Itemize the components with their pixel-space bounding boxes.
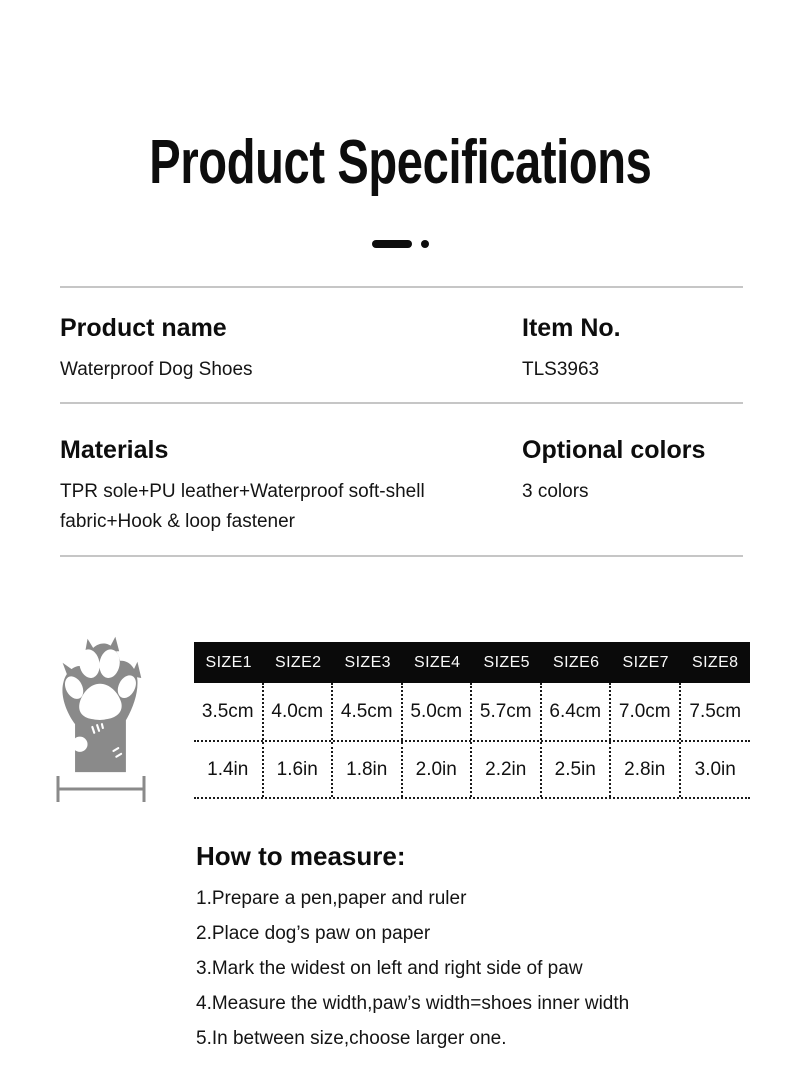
size-header: SIZE7	[622, 653, 669, 671]
optional-colors-label: Optional colors	[522, 436, 706, 464]
dog-paw-print-icon	[52, 632, 148, 774]
size-header: SIZE6	[553, 653, 600, 671]
size-inch-value: 1.4in	[194, 742, 264, 797]
item-no-value: TLS3963	[522, 359, 600, 380]
size-header: SIZE1	[205, 653, 252, 671]
dash-decoration	[371, 240, 412, 248]
size-inch-value: 2.8in	[611, 742, 681, 797]
materials-value: TPR sole+PU leather+Waterproof soft-shel…	[60, 481, 425, 532]
divider	[60, 555, 743, 557]
size-header: SIZE4	[414, 653, 461, 671]
size-table-cm-row: 3.5cm 4.0cm 4.5cm 5.0cm 5.7cm 6.4cm 7.0c…	[194, 683, 750, 742]
optional-colors-value: 3 colors	[522, 481, 589, 502]
size-inch-value: 2.0in	[403, 742, 472, 797]
how-to-measure-step: 5.In between size,choose larger one.	[196, 1028, 507, 1049]
size-cm-value: 5.7cm	[472, 683, 542, 740]
size-inch-value: 2.2in	[472, 742, 542, 797]
how-to-measure-step: 1.Prepare a pen,paper and ruler	[196, 888, 467, 909]
size-inch-value: 2.5in	[542, 742, 611, 797]
size-inch-value: 1.6in	[264, 742, 333, 797]
divider	[60, 402, 743, 404]
size-cm-value: 5.0cm	[403, 683, 472, 740]
size-cm-value: 7.0cm	[611, 683, 681, 740]
how-to-measure-step: 4.Measure the width,paw’s width=shoes in…	[196, 993, 630, 1014]
materials-label: Materials	[60, 436, 169, 464]
size-inch-value: 1.8in	[333, 742, 403, 797]
page-title: Product Specifications	[0, 128, 800, 197]
product-name-label: Product name	[60, 314, 227, 342]
size-header: SIZE2	[275, 653, 322, 671]
dot-decoration	[420, 240, 429, 248]
item-no-label: Item No.	[522, 314, 621, 342]
size-inch-value: 3.0in	[694, 758, 736, 780]
size-table-inch-row: 1.4in 1.6in 1.8in 2.0in 2.2in 2.5in 2.8i…	[194, 742, 750, 799]
size-header: SIZE5	[483, 653, 530, 671]
title-decoration	[0, 240, 800, 248]
page-title-text: Product Specifications	[148, 128, 652, 197]
divider	[60, 286, 743, 288]
size-table: SIZE1 SIZE2 SIZE3 SIZE4 SIZE5 SIZE6 SIZE…	[194, 642, 750, 799]
paw-width-measure-icon	[52, 772, 150, 804]
how-to-measure-heading: How to measure:	[196, 841, 406, 871]
size-cm-value: 6.4cm	[542, 683, 611, 740]
size-header: SIZE3	[344, 653, 391, 671]
size-cm-value: 3.5cm	[194, 683, 264, 740]
product-name-value: Waterproof Dog Shoes	[60, 359, 253, 380]
size-header: SIZE8	[692, 653, 739, 671]
size-table-header-row: SIZE1 SIZE2 SIZE3 SIZE4 SIZE5 SIZE6 SIZE…	[194, 642, 750, 683]
how-to-measure-step: 3.Mark the widest on left and right side…	[196, 958, 583, 979]
how-to-measure-step: 2.Place dog’s paw on paper	[196, 923, 431, 944]
size-cm-value: 4.0cm	[264, 683, 333, 740]
size-cm-value: 4.5cm	[333, 683, 403, 740]
size-cm-value: 7.5cm	[689, 700, 742, 722]
how-to-measure-list: 1.Prepare a pen,paper and ruler 2.Place …	[196, 881, 629, 1056]
